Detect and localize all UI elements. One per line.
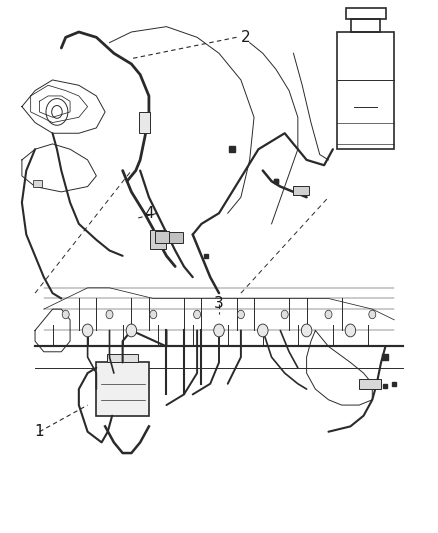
Bar — [293, 186, 309, 195]
Circle shape — [281, 310, 288, 319]
Bar — [359, 379, 381, 389]
Bar — [33, 180, 42, 187]
Circle shape — [325, 310, 332, 319]
Circle shape — [237, 310, 244, 319]
Circle shape — [301, 324, 312, 337]
Text: 4: 4 — [144, 206, 154, 221]
Bar — [169, 232, 183, 243]
Text: 2: 2 — [240, 30, 250, 45]
Circle shape — [106, 310, 113, 319]
Bar — [337, 32, 394, 149]
Bar — [139, 112, 150, 133]
Bar — [346, 8, 385, 19]
Bar — [150, 230, 166, 249]
Text: 3: 3 — [214, 296, 224, 311]
Circle shape — [214, 324, 224, 337]
Circle shape — [369, 310, 376, 319]
Bar — [107, 354, 138, 362]
Circle shape — [258, 324, 268, 337]
Circle shape — [150, 310, 157, 319]
Bar — [155, 231, 169, 243]
Circle shape — [82, 324, 93, 337]
Circle shape — [62, 310, 69, 319]
Bar — [96, 362, 149, 416]
Circle shape — [126, 324, 137, 337]
Circle shape — [194, 310, 201, 319]
Text: 1: 1 — [35, 424, 44, 439]
Bar — [351, 19, 380, 32]
Circle shape — [345, 324, 356, 337]
